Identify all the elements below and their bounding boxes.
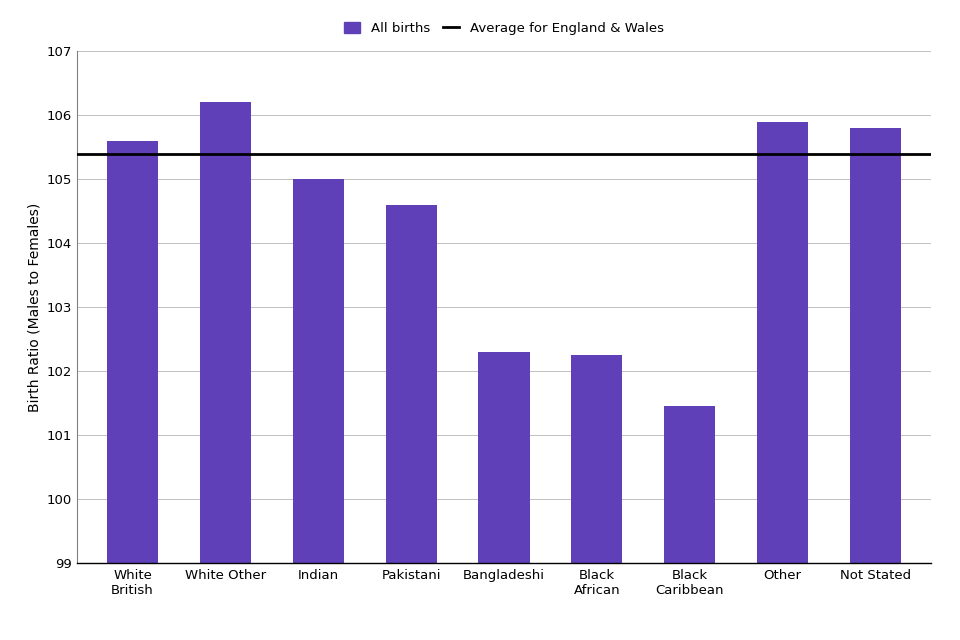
Bar <box>478 352 530 563</box>
Bar <box>386 205 437 563</box>
Bar <box>664 406 715 563</box>
Y-axis label: Birth Ratio (Males to Females): Birth Ratio (Males to Females) <box>27 203 41 412</box>
Bar <box>850 128 901 563</box>
Bar <box>293 179 344 563</box>
Bar <box>757 122 808 563</box>
Bar <box>571 355 622 563</box>
Legend: All births, Average for England & Wales: All births, Average for England & Wales <box>345 22 663 35</box>
Bar <box>200 102 251 563</box>
Bar <box>107 141 158 563</box>
